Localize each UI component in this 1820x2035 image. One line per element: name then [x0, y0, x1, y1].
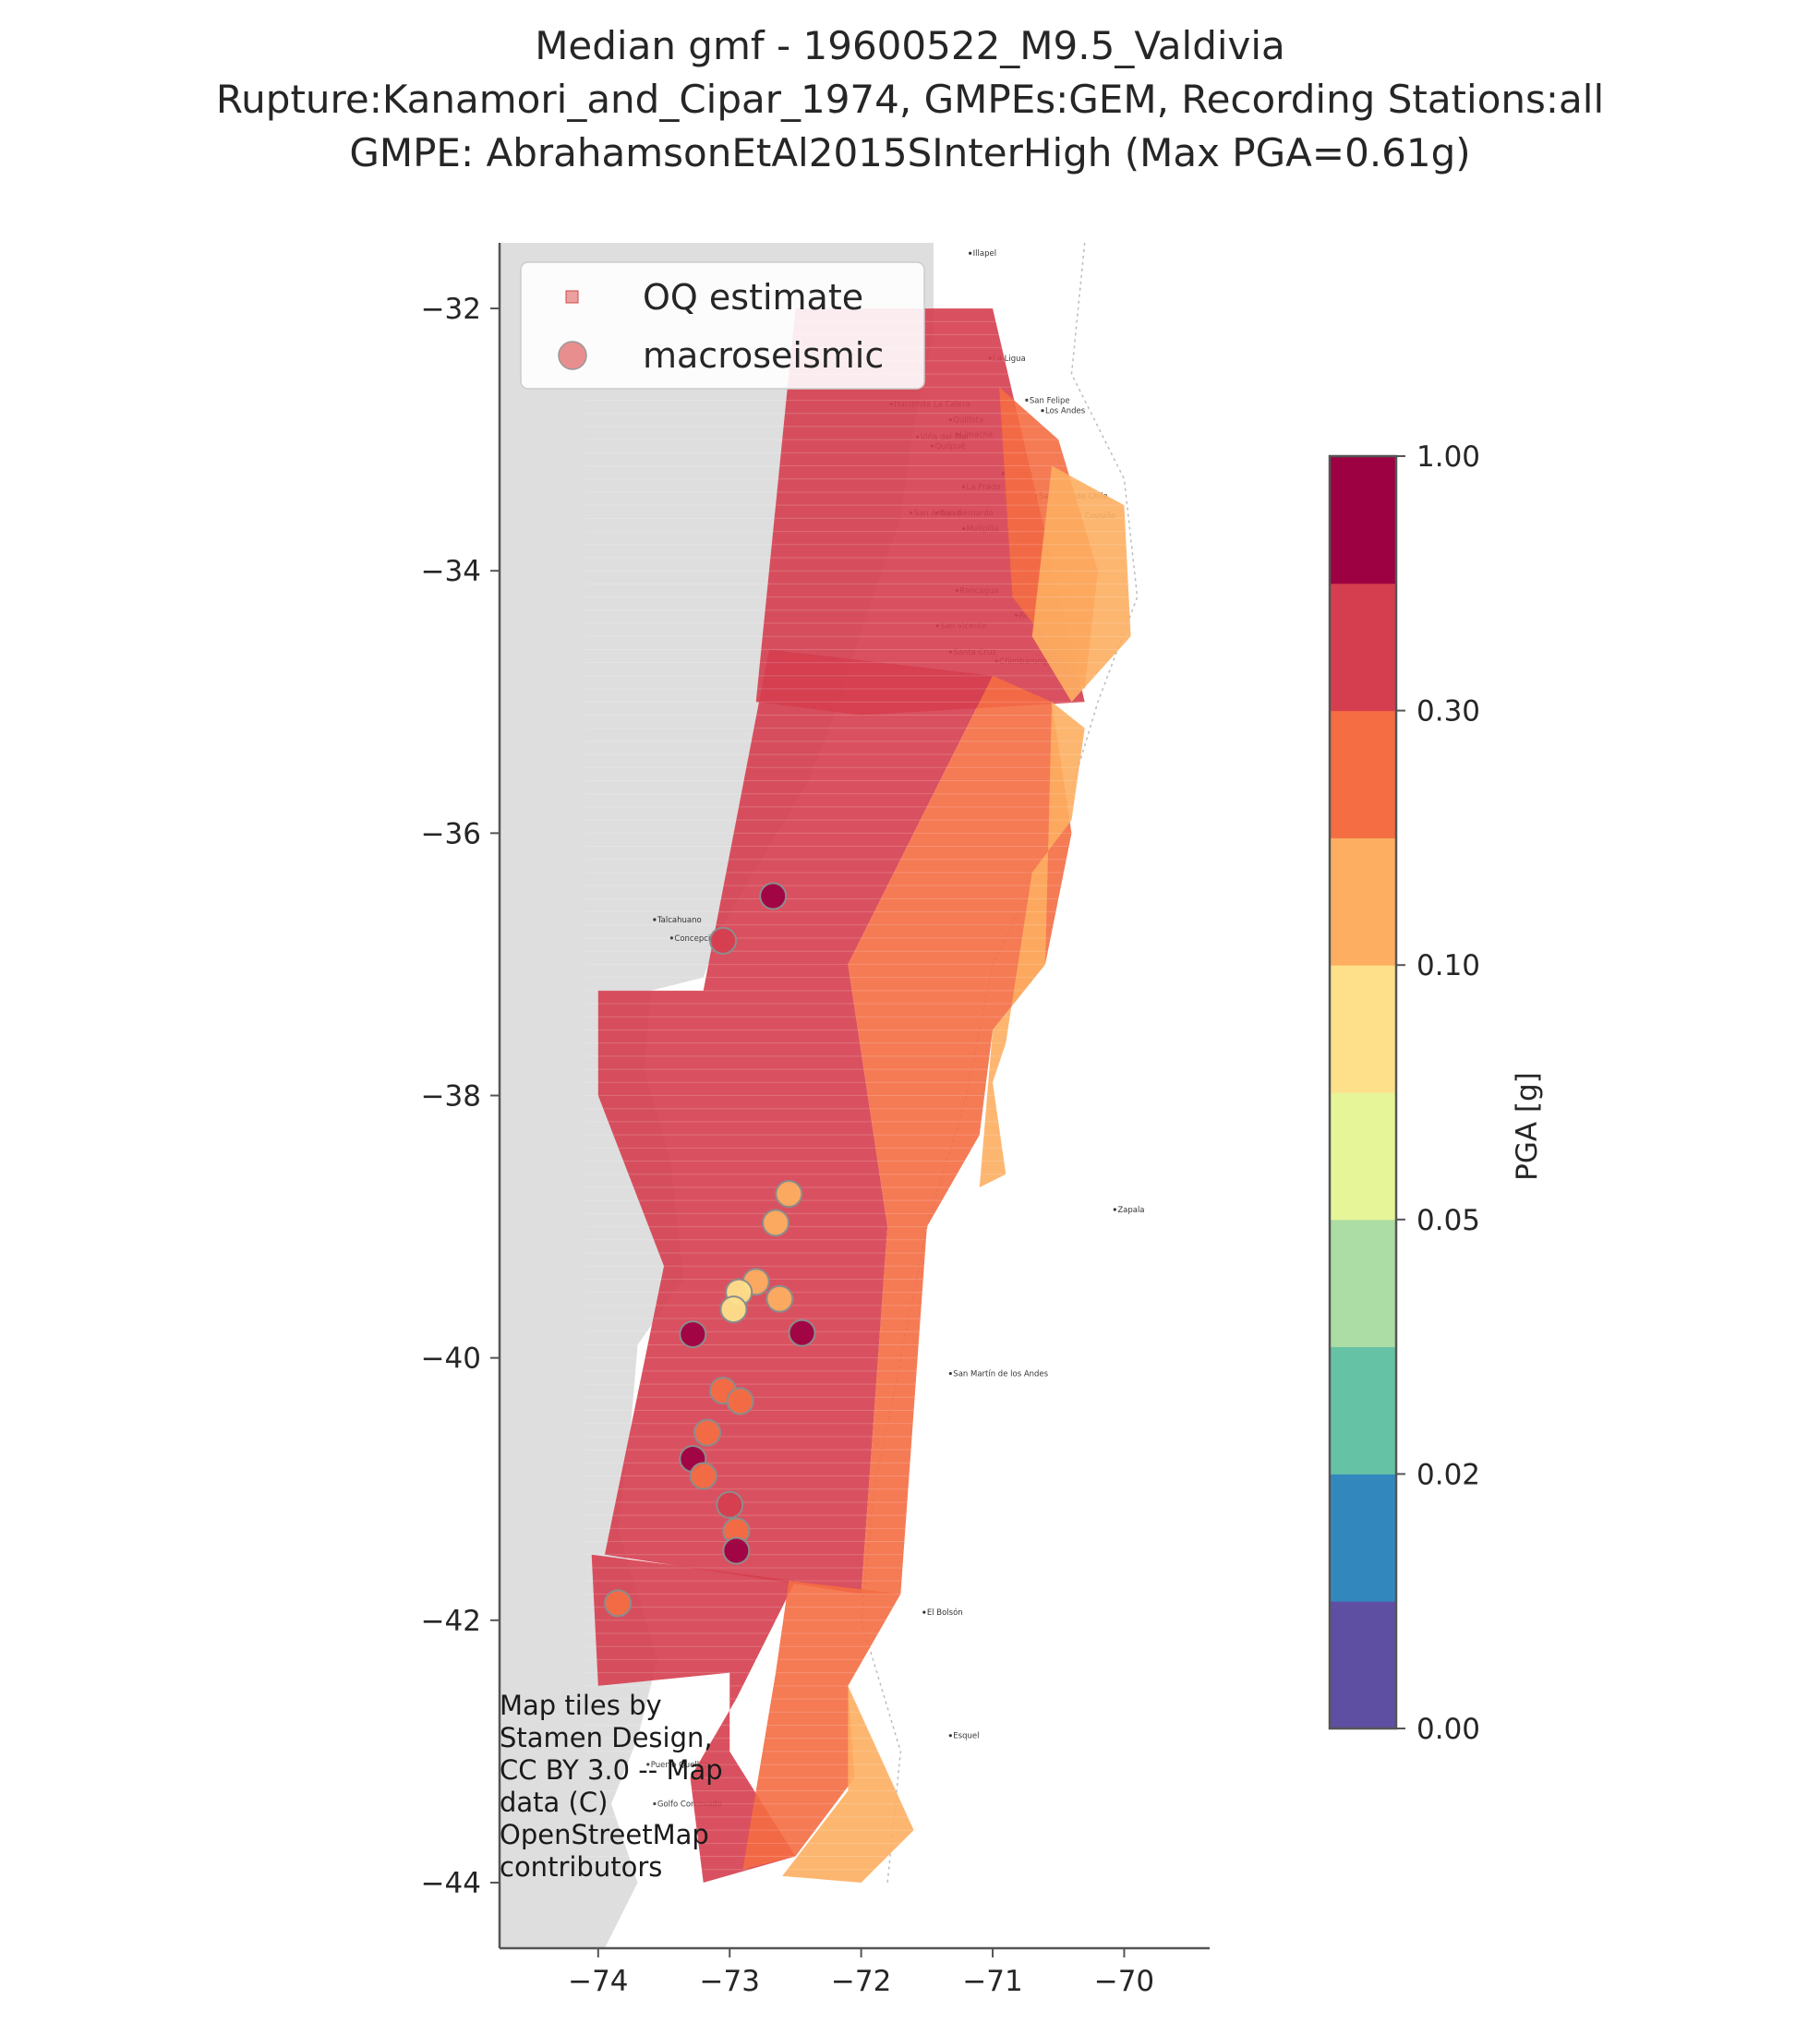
legend: OQ estimate macroseismic [520, 261, 925, 390]
city-label: San Martín de los Andes [953, 1370, 1048, 1379]
figure-title-line-2: Rupture:Kanamori_and_Cipar_1974, GMPEs:G… [215, 77, 1605, 122]
y-tick-label: −38 [421, 1080, 481, 1114]
x-tick-label: −71 [962, 1965, 1022, 1998]
colorbar-frame [1328, 454, 1398, 1730]
macroseismic-point [679, 1320, 707, 1349]
city-label: San Felipe [1030, 396, 1070, 405]
macroseismic-point [722, 1536, 751, 1565]
macroseismic-point [689, 1462, 717, 1490]
city-label: Golfo Corcovado [657, 1800, 722, 1810]
legend-circle-marker [558, 341, 587, 370]
colorbar-bin [1330, 1092, 1396, 1221]
city-label: Concepción [674, 933, 719, 944]
macroseismic-layer [604, 882, 816, 1618]
city-marker [922, 1610, 926, 1614]
oq-region [1031, 465, 1131, 703]
city-marker [669, 936, 674, 940]
colorbar: 0.00 0.02 0.05 0.10 0.30 1.00 [1328, 440, 1480, 1746]
y-tick-label: −42 [421, 1605, 481, 1638]
colorbar-bin [1330, 583, 1396, 712]
colorbar-tick-label: 0.00 [1416, 1713, 1480, 1746]
legend-label-oq: OQ estimate [643, 277, 863, 318]
macroseismic-point [759, 882, 788, 910]
colorbar-tick-label: 1.00 [1416, 440, 1480, 474]
oq-estimate-layer [591, 308, 1131, 1883]
x-tick-label: −74 [568, 1965, 628, 1998]
y-tick-label: −32 [421, 293, 481, 326]
macroseismic-point [693, 1418, 722, 1447]
macroseismic-point [719, 1295, 748, 1324]
city-marker [646, 1763, 650, 1766]
oq-region [742, 1581, 901, 1870]
colorbar-bin [1330, 456, 1396, 584]
colorbar-bin [1330, 1346, 1396, 1475]
colorbar-tick-label: 0.05 [1416, 1204, 1480, 1237]
oq-region [848, 675, 1072, 1595]
city-label: Los Andes [1045, 407, 1086, 416]
oq-region [591, 1554, 796, 1883]
y-axis-ticks: −32 −34 −36 −38 −40 −42 −44 [421, 293, 500, 1900]
colorbar-bin [1330, 965, 1396, 1093]
oq-region [597, 649, 994, 1595]
colorbar-bin [1330, 710, 1396, 838]
city-marker [1025, 398, 1029, 402]
city-marker [1041, 409, 1044, 413]
x-tick-label: −72 [831, 1965, 891, 1998]
macroseismic-point [762, 1209, 790, 1237]
city-label: Talcahuano [657, 916, 702, 925]
colorbar-tick-label: 0.10 [1416, 949, 1480, 982]
macroseismic-point [726, 1387, 754, 1415]
macroseismic-point [775, 1180, 803, 1209]
colorbar-tick-label: 0.30 [1416, 695, 1480, 729]
colorbar-label: PGA [g] [1511, 1072, 1544, 1181]
y-tick-label: −34 [421, 555, 481, 588]
figure-title-line-1: Median gmf - 19600522_M9.5_Valdivia [535, 23, 1285, 68]
city-marker [948, 1371, 952, 1376]
city-label: Puerto Quellón [651, 1760, 709, 1770]
colorbar-bin [1330, 1219, 1396, 1348]
macroseismic-point [604, 1589, 633, 1618]
figure-title-line-3: GMPE: AbrahamsonEtAl2015SInterHigh (Max … [349, 130, 1471, 175]
colorbar-tick-label: 0.02 [1416, 1458, 1480, 1491]
city-label: Illapel [973, 249, 996, 259]
city-marker [653, 918, 657, 921]
oq-region [782, 1685, 914, 1883]
colorbar-bin [1330, 837, 1396, 966]
macroseismic-point [709, 926, 738, 955]
city-label: Esquel [953, 1732, 979, 1741]
legend-frame [520, 261, 925, 390]
city-marker [948, 1734, 952, 1738]
city-marker [653, 1801, 657, 1806]
x-axis-ticks: −74 −73 −72 −71 −70 [568, 1948, 1154, 1998]
colorbar-bin [1330, 1601, 1396, 1729]
macroseismic-point [788, 1319, 816, 1347]
x-tick-label: −70 [1094, 1965, 1154, 1998]
map-attribution: Map tiles by Stamen Design, CC BY 3.0 --… [500, 1690, 723, 1883]
city-marker [1113, 1208, 1116, 1211]
macroseismic-point [716, 1490, 744, 1519]
oq-region [979, 702, 1085, 1187]
colorbar-bin [1330, 1474, 1396, 1602]
macroseismic-point [765, 1284, 794, 1313]
legend-square-marker [565, 290, 579, 304]
y-tick-label: −44 [421, 1867, 481, 1900]
oq-grid-texture [585, 307, 1138, 1871]
y-tick-label: −36 [421, 817, 481, 850]
legend-label-macroseismic: macroseismic [643, 335, 884, 376]
city-marker [969, 251, 972, 255]
city-label: La Ligua [993, 355, 1026, 364]
y-tick-label: −40 [421, 1343, 481, 1376]
x-tick-label: −73 [700, 1965, 760, 1998]
city-label: Zapala [1117, 1206, 1144, 1215]
city-label: El Bolsón [927, 1608, 963, 1618]
